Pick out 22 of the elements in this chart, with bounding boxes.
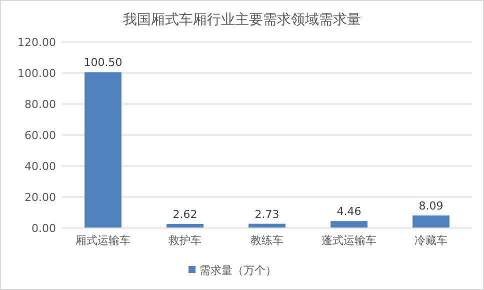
y-tick-label: 100.00: [18, 66, 56, 80]
x-tick-label: 蓬式运输车: [322, 234, 376, 247]
x-tick-label: 教练车: [250, 234, 284, 247]
y-tick-label: 40.00: [24, 160, 56, 173]
text: 100.50: [84, 56, 122, 70]
bar: [84, 72, 122, 228]
y-tick-label: 20.00: [24, 190, 56, 204]
text: 2.73: [254, 208, 280, 221]
bar: [330, 221, 368, 228]
chart-title: 我国厢式车厢行业主要需求领域需求量: [123, 12, 361, 28]
text: 8.09: [418, 199, 444, 212]
legend-label: 需求量（万个）: [200, 264, 276, 277]
y-tick-label: 60.00: [24, 128, 56, 142]
y-tick-label: 80.00: [24, 98, 56, 111]
x-tick-label: 救护车: [168, 234, 202, 247]
x-tick-label: 冷藏车: [414, 234, 448, 247]
x-tick-label: 厢式运输车: [76, 234, 130, 247]
y-tick-label: 0.00: [32, 222, 56, 235]
bar: [412, 215, 450, 228]
text: 2.62: [172, 208, 198, 221]
text: 4.46: [336, 205, 362, 218]
y-tick-label: 120.00: [18, 36, 56, 49]
